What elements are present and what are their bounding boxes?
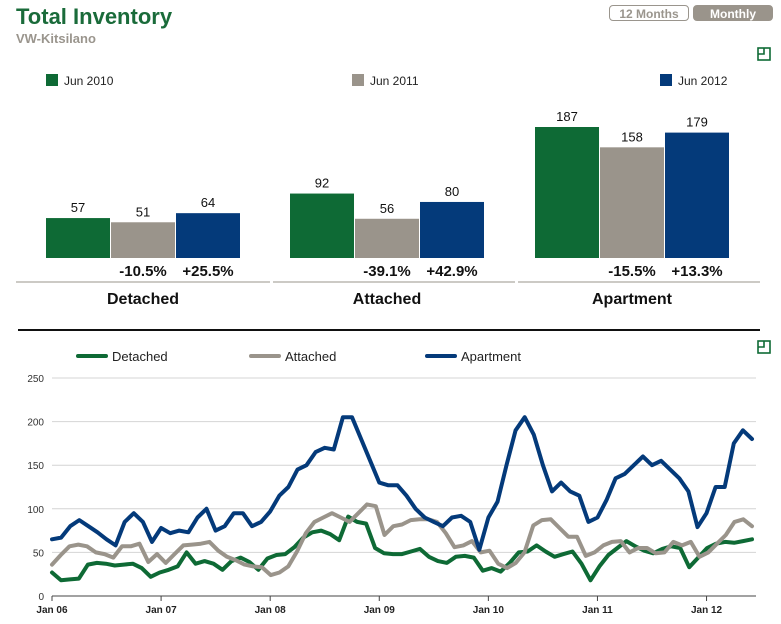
bar-value-label: 179	[686, 115, 708, 130]
x-tick-label: Jan 09	[364, 605, 396, 616]
bar-value-label: 92	[315, 176, 329, 191]
bar	[665, 132, 729, 258]
bar-legend-swatch	[660, 74, 672, 86]
bar-legend-swatch	[352, 74, 364, 86]
y-tick-label: 200	[27, 418, 44, 429]
category-label: Apartment	[592, 291, 673, 308]
bar	[111, 222, 175, 258]
y-tick-label: 50	[33, 548, 45, 559]
x-tick-label: Jan 07	[146, 605, 178, 616]
page-subtitle: VW-Kitsilano	[16, 31, 96, 46]
bar-value-label: 64	[201, 195, 215, 210]
bar-value-label: 56	[380, 201, 394, 216]
bar	[176, 213, 240, 258]
line-legend-label: Apartment	[461, 349, 521, 364]
bar-legend-label: Jun 2012	[678, 74, 728, 88]
change-label: +42.9%	[426, 263, 477, 280]
bar	[600, 147, 664, 258]
series-line-attached	[50, 502, 754, 578]
bar	[420, 201, 484, 258]
series-line-detached	[50, 514, 754, 583]
change-label: -15.5%	[608, 263, 656, 280]
page-title: Total Inventory	[16, 4, 173, 29]
line-legend-label: Attached	[285, 349, 336, 364]
y-tick-label: 250	[27, 374, 44, 385]
bar-value-label: 51	[136, 204, 150, 219]
bar-legend-label: Jun 2011	[370, 74, 419, 88]
twelve-months-toggle-button[interactable]: 12 Months	[609, 5, 689, 21]
y-tick-label: 150	[27, 461, 44, 472]
expand-icon[interactable]	[757, 47, 771, 61]
bar-legend-label: Jun 2010	[64, 74, 114, 88]
change-label: +25.5%	[182, 263, 233, 280]
series-line-apartment	[50, 415, 754, 552]
bar-value-label: 57	[71, 200, 85, 215]
x-tick-label: Jan 12	[691, 605, 723, 616]
section-divider	[18, 329, 760, 331]
x-tick-label: Jan 08	[255, 605, 287, 616]
category-label: Detached	[107, 291, 179, 308]
bar	[46, 218, 110, 258]
category-label: Attached	[353, 291, 421, 308]
y-tick-label: 0	[38, 592, 44, 603]
change-label: +13.3%	[671, 263, 722, 280]
change-label: -39.1%	[363, 263, 411, 280]
bar-chart: Jun 2010 Jun 2011 Jun 2012 57 51 64 -10.5% +25…	[16, 74, 760, 308]
bar	[535, 127, 599, 258]
line-legend-label: Detached	[112, 349, 168, 364]
expand-icon[interactable]	[757, 340, 771, 354]
bar	[355, 218, 419, 258]
bar-legend-swatch	[46, 74, 58, 86]
monthly-toggle-button[interactable]: Monthly	[693, 5, 773, 21]
bar-value-label: 158	[621, 129, 643, 144]
x-tick-label: Jan 06	[36, 605, 68, 616]
bar	[290, 193, 354, 258]
x-tick-label: Jan 11	[582, 605, 613, 616]
x-tick-label: Jan 10	[473, 605, 505, 616]
y-tick-label: 100	[27, 505, 44, 516]
bar-value-label: 187	[556, 109, 578, 124]
bar-value-label: 80	[445, 184, 459, 199]
change-label: -10.5%	[119, 263, 167, 280]
